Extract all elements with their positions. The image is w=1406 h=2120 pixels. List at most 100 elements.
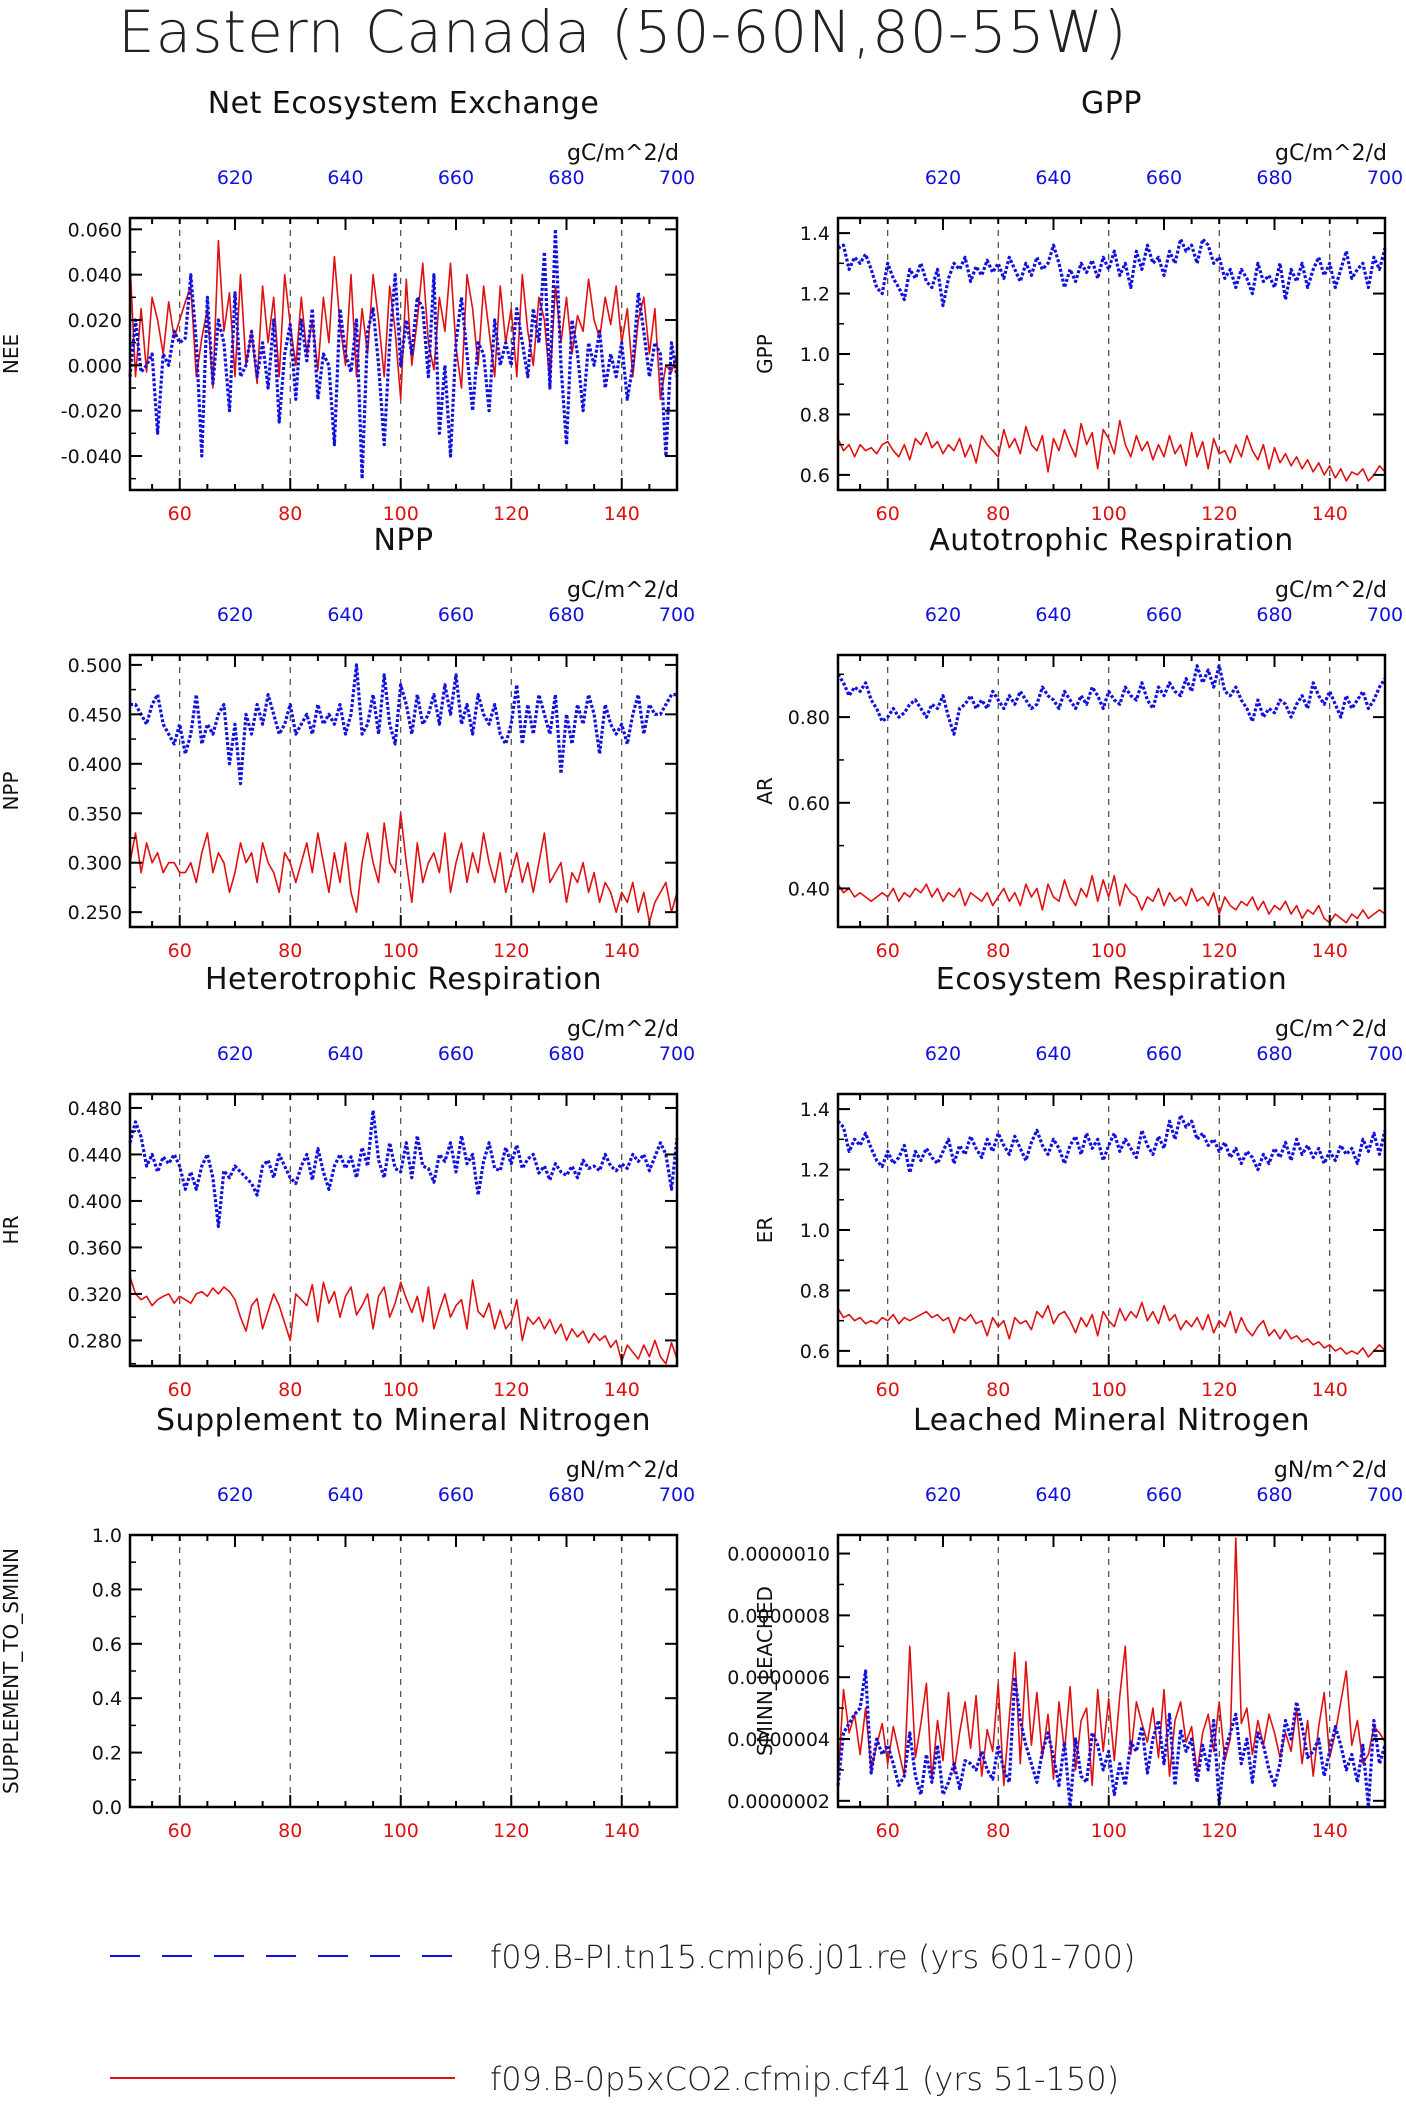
y-tick-label: 0.6 [800,465,830,487]
main-title: Eastern Canada (50-60N,80-55W) [118,0,1128,66]
y-axis-label-leached-mineral-nitrogen: SMINN_LEACHED [753,1586,777,1756]
x-tick-label: 100 [1091,940,1127,962]
panel-net-ecosystem-exchange: Net Ecosystem Exchange gC/m^2/d 60 80 100 120… [0,86,695,525]
plot-frame [836,1092,1387,1368]
y-tick-label: 0.0000008 [727,1605,830,1627]
units-label-gpp: gC/m^2/d [1275,141,1387,166]
y-tick-label: 0.360 [68,1237,122,1259]
x-tick-label: 60 [876,940,900,962]
x-tick-label: 140 [604,1820,640,1842]
x2-tick-label: 660 [1146,604,1182,626]
series-line-red [837,1301,1386,1358]
y-tick-label: 0.0000002 [727,1791,830,1813]
panels: Net Ecosystem Exchange gC/m^2/d 60 80 100 120… [0,86,1403,1842]
series-line-blue [836,1669,1387,1809]
panel-supplement-to-mineral-nitrogen: Supplement to Mineral Nitrogen gN/m^2/d 60… [0,1403,695,1842]
x-tick-label: 140 [604,1379,640,1401]
y-tick-label: 0.400 [68,1191,122,1213]
plot-frame [128,653,679,929]
series-line-red [129,812,678,923]
y-tick-label: 1.2 [800,1160,830,1182]
series-line-blue [836,664,1387,736]
units-label-heterotrophic-respiration: gC/m^2/d [567,1017,679,1042]
x2-tick-label: 640 [1035,604,1071,626]
y-tick-label: 0.400 [68,754,122,776]
legend-label-blue: f09.B-PI.tn15.cmip6.j01.re (yrs 601-700) [490,1938,1135,1976]
series-line-red [837,1537,1386,1787]
panel-title-leached-mineral-nitrogen: Leached Mineral Nitrogen [913,1403,1310,1438]
x-tick-label: 80 [278,940,302,962]
x2-tick-label: 700 [1367,604,1403,626]
y-tick-label: 0.2 [92,1743,122,1765]
x2-tick-label: 700 [659,1484,695,1506]
x-tick-label: 80 [278,1820,302,1842]
x-tick-label: 80 [986,940,1010,962]
y-tick-label: 0.300 [68,853,122,875]
y-tick-label: 0.040 [68,265,122,287]
y-tick-label: 0.350 [68,803,122,825]
x2-tick-label: 660 [438,1484,474,1506]
series-line-blue [130,663,677,786]
panel-title-ecosystem-respiration: Ecosystem Respiration [936,962,1287,997]
plot-frame [128,1533,679,1809]
x2-tick-label: 620 [925,167,961,189]
x2-tick-label: 680 [1256,167,1292,189]
x2-tick-label: 700 [659,604,695,626]
y-axis-label-heterotrophic-respiration: HR [0,1215,23,1244]
legend-label-red: f09.B-0p5xCO2.cfmip.cf41 (yrs 51-150) [490,2060,1119,2098]
y-tick-label: 0.480 [68,1098,122,1120]
x-tick-label: 100 [1091,1379,1127,1401]
y-tick-label: 0.0000010 [727,1544,830,1566]
panel-npp: NPP gC/m^2/d 60 80 100 120 140 620 640 660 680 700 0… [0,523,695,962]
units-label-npp: gC/m^2/d [567,578,679,603]
y-axis-label-net-ecosystem-exchange: NEE [0,334,23,374]
x-tick-label: 120 [493,503,529,525]
x2-tick-label: 680 [548,1484,584,1506]
y-tick-label: 0.500 [68,655,122,677]
x-tick-label: 80 [986,1379,1010,1401]
x2-tick-label: 700 [1367,1484,1403,1506]
plot-frame [836,1533,1387,1809]
plot-frame [128,1092,679,1368]
y-tick-label: 0.6 [92,1634,122,1656]
y-tick-label: 0.440 [68,1144,122,1166]
x2-tick-label: 640 [327,1043,363,1065]
y-tick-label: 1.2 [800,284,830,306]
x2-tick-label: 620 [925,604,961,626]
x-tick-label: 100 [383,1820,419,1842]
series-line-red [837,874,1386,924]
x2-tick-label: 700 [1367,1043,1403,1065]
x2-tick-label: 640 [327,167,363,189]
y-tick-label: 0.250 [68,902,122,924]
x-tick-label: 80 [986,503,1010,525]
y-tick-label: -0.040 [61,446,122,468]
panel-gpp: GPP gC/m^2/d 60 80 100 120 140 620 640 660 680 700 0… [753,86,1403,525]
x2-tick-label: 660 [1146,1043,1182,1065]
y-tick-label: 0.0000006 [727,1667,830,1689]
panel-title-net-ecosystem-exchange: Net Ecosystem Exchange [208,86,600,121]
y-axis-label-ecosystem-respiration: ER [753,1217,777,1244]
x-tick-label: 60 [168,940,192,962]
series-line-blue [836,1113,1387,1175]
x2-tick-label: 620 [217,1484,253,1506]
x2-tick-label: 680 [548,167,584,189]
y-tick-label: 1.0 [92,1525,122,1547]
y-tick-label: 0.450 [68,704,122,726]
series-line-red [129,239,678,401]
panel-autotrophic-respiration: Autotrophic Respiration gC/m^2/d 60 80 100 12… [753,523,1403,962]
x-tick-label: 140 [1312,503,1348,525]
x2-tick-label: 680 [1256,604,1292,626]
panel-title-autotrophic-respiration: Autotrophic Respiration [929,523,1294,558]
x-tick-label: 60 [168,503,192,525]
x2-tick-label: 640 [327,1484,363,1506]
x-tick-label: 60 [168,1820,192,1842]
x2-tick-label: 680 [1256,1043,1292,1065]
x-tick-label: 120 [493,1379,529,1401]
y-tick-label: 0.60 [788,793,830,815]
panel-leached-mineral-nitrogen: Leached Mineral Nitrogen gN/m^2/d 60 80 100 1… [727,1403,1403,1842]
panel-title-heterotrophic-respiration: Heterotrophic Respiration [205,962,602,997]
y-tick-label: 0.0 [92,1797,122,1819]
series-line-blue [128,1108,679,1229]
x2-tick-label: 660 [438,604,474,626]
x2-tick-label: 700 [659,167,695,189]
